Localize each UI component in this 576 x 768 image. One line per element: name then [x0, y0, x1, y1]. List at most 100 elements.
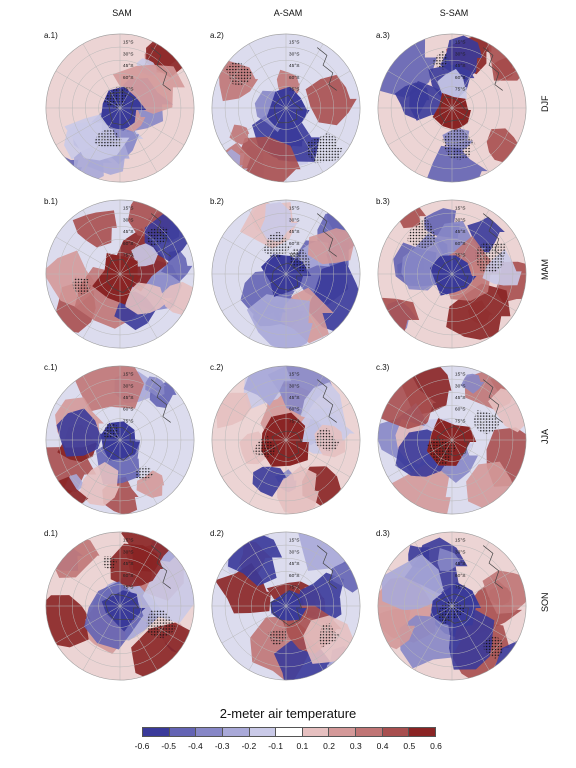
latitude-label: 75°S	[123, 252, 134, 258]
latitude-label: 60°S	[123, 241, 134, 247]
latitude-label: 30°S	[289, 383, 300, 389]
panel-label-c2: c.2)	[210, 363, 224, 372]
colorbar-swatch	[168, 727, 196, 737]
latitude-label: 15°S	[123, 372, 134, 378]
map-panel-a2: 15°S 30°S 45°S 60°S 75°S	[208, 30, 364, 186]
latitude-label: 75°S	[289, 584, 300, 590]
season-label-son: SON	[540, 592, 550, 612]
latitude-label: 60°S	[123, 75, 134, 81]
colorbar-tick-label: 0.6	[430, 741, 442, 751]
colorbar-swatch	[328, 727, 356, 737]
panel-label-d3: d.3)	[376, 529, 390, 538]
latitude-label: 45°S	[289, 229, 300, 235]
latitude-label: 30°S	[123, 549, 134, 555]
latitude-label: 60°S	[455, 407, 466, 413]
latitude-label: 60°S	[455, 75, 466, 81]
panel-label-d1: d.1)	[44, 529, 58, 538]
latitude-label: 60°S	[123, 407, 134, 413]
colorbar-swatch	[142, 727, 169, 737]
colorbar-tick-label: 0.3	[349, 741, 362, 751]
colorbar-tick-label: -0.1	[268, 741, 283, 751]
column-title-a-sam: A-SAM	[273, 8, 303, 18]
latitude-label: 30°S	[455, 549, 466, 555]
colorbar-swatch	[195, 727, 222, 737]
latitude-label: 75°S	[455, 584, 466, 590]
latitude-label: 45°S	[123, 63, 134, 69]
latitude-label: 15°S	[289, 372, 300, 378]
latitude-label: 45°S	[123, 395, 134, 401]
latitude-label: 45°S	[123, 229, 134, 235]
latitude-label: 75°S	[289, 418, 300, 424]
latitude-label: 15°S	[455, 40, 466, 46]
colorbar-swatch	[248, 727, 276, 737]
latitude-label: 15°S	[455, 372, 466, 378]
latitude-label: 45°S	[289, 561, 300, 567]
colorbar-swatch	[355, 727, 382, 737]
colorbar-tick-label: -0.5	[161, 741, 177, 751]
colorbar-swatch	[301, 727, 329, 737]
latitude-label: 30°S	[455, 217, 466, 223]
colorbar-ticks: -0.6 -0.5 -0.4 -0.3 -0.2 -0.1 0.1 0.2 0.3 0.4 0.5 0…	[135, 741, 442, 753]
latitude-label: 60°S	[289, 241, 300, 247]
latitude-label: 75°S	[289, 252, 300, 258]
latitude-label: 45°S	[123, 561, 134, 567]
latitude-label: 75°S	[123, 86, 134, 92]
latitude-label: 15°S	[123, 538, 134, 544]
column-title-sam: SAM	[112, 8, 132, 18]
latitude-label: 30°S	[455, 383, 466, 389]
colorbar-title: 2-meter air temperature	[219, 706, 357, 721]
latitude-label: 45°S	[455, 561, 466, 567]
latitude-label: 45°S	[289, 395, 300, 401]
panel-label-b2: b.2)	[210, 197, 224, 206]
map-panel-c2: 15°S 30°S 45°S 60°S 75°S	[208, 362, 364, 518]
panel-label-a1: a.1)	[44, 31, 58, 40]
panel-label-a2: a.2)	[210, 31, 224, 40]
latitude-label: 30°S	[123, 217, 134, 223]
latitude-label: 60°S	[289, 407, 300, 413]
latitude-label: 60°S	[289, 75, 300, 81]
latitude-label: 60°S	[123, 573, 134, 579]
colorbar-tick-label: -0.2	[241, 741, 257, 751]
panel-label-b1: b.1)	[44, 197, 58, 206]
map-panel-b1: 15°S 30°S 45°S 60°S 75°S	[42, 196, 198, 352]
colorbar-swatch	[381, 727, 409, 737]
colorbar	[142, 727, 437, 737]
latitude-label: 30°S	[289, 217, 300, 223]
latitude-label: 15°S	[289, 206, 300, 212]
latitude-label: 30°S	[123, 383, 134, 389]
latitude-label: 30°S	[455, 51, 466, 57]
latitude-label: 45°S	[455, 63, 466, 69]
panel-label-c3: c.3)	[376, 363, 390, 372]
latitude-label: 75°S	[455, 252, 466, 258]
latitude-label: 45°S	[455, 229, 466, 235]
map-panel-a1: 15°S 30°S 45°S 60°S 75°S	[42, 30, 198, 186]
map-panel-c3: 15°S 30°S 45°S 60°S 75°S	[374, 362, 530, 518]
latitude-label: 60°S	[455, 573, 466, 579]
map-panel-b3: 15°S 30°S 45°S 60°S 75°S	[374, 196, 530, 352]
latitude-label: 75°S	[123, 584, 134, 590]
panel-label-c1: c.1)	[44, 363, 58, 372]
season-label-jja: JJA	[540, 428, 550, 444]
panel-label-d2: d.2)	[210, 529, 224, 538]
colorbar-tick-label: 0.4	[376, 741, 389, 751]
map-panel-d3: 15°S 30°S 45°S 60°S 75°S	[374, 528, 530, 684]
column-title-s-sam: S-SAM	[439, 8, 469, 18]
colorbar-tick-label: -0.3	[214, 741, 230, 751]
map-panel-b2: 15°S 30°S 45°S 60°S 75°S	[208, 196, 364, 352]
latitude-label: 15°S	[289, 40, 300, 46]
latitude-label: 15°S	[123, 206, 134, 212]
colorbar-swatch	[221, 727, 249, 737]
latitude-label: 75°S	[123, 418, 134, 424]
colorbar-tick-label: 0.2	[323, 741, 335, 751]
latitude-label: 15°S	[455, 206, 466, 212]
latitude-label: 30°S	[289, 51, 300, 57]
colorbar-tick-label: 0.5	[403, 741, 416, 751]
latitude-label: 30°S	[123, 51, 134, 57]
map-panel-a3: 15°S 30°S 45°S 60°S 75°S	[374, 30, 530, 186]
latitude-label: 45°S	[455, 395, 466, 401]
latitude-label: 15°S	[289, 538, 300, 544]
map-panel-c1: 15°S 30°S 45°S 60°S 75°S	[42, 362, 198, 518]
colorbar-tick-label: -0.6	[134, 741, 150, 751]
latitude-label: 30°S	[289, 549, 300, 555]
colorbar-tick-label: -0.4	[188, 741, 203, 751]
